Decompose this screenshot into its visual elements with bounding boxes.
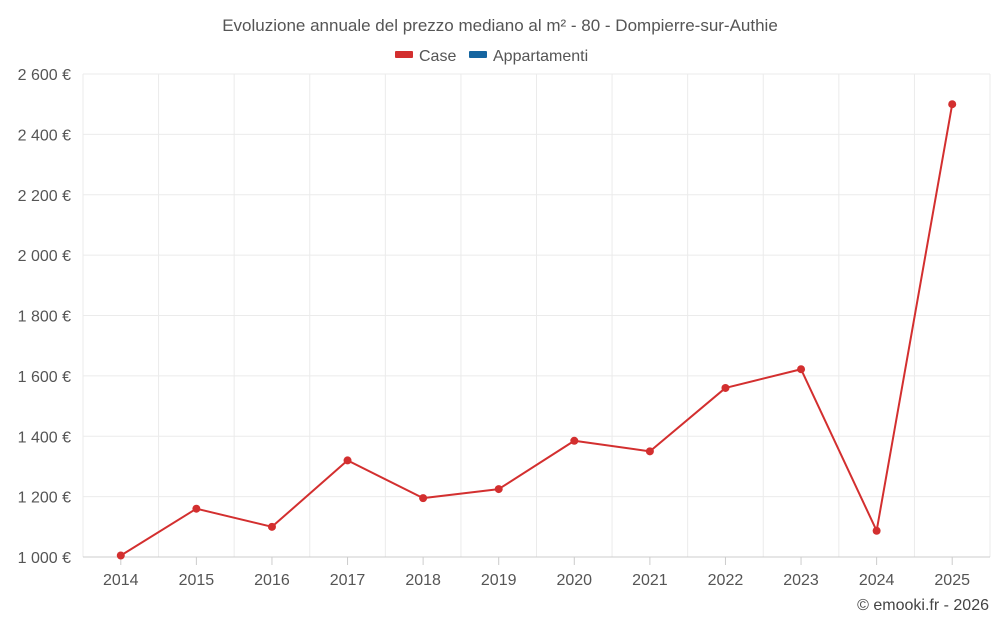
x-tick-label: 2019 xyxy=(481,572,517,589)
legend: Case Appartamenti xyxy=(395,48,588,65)
data-point[interactable] xyxy=(797,365,806,374)
x-tick-label: 2015 xyxy=(179,572,215,589)
x-tick-label: 2020 xyxy=(556,572,592,589)
data-point[interactable] xyxy=(116,551,125,560)
legend-swatch-case xyxy=(395,51,413,58)
data-point[interactable] xyxy=(192,504,201,513)
x-tick-label: 2022 xyxy=(708,572,744,589)
legend-label-case: Case xyxy=(419,48,456,65)
y-tick-label: 1 200 € xyxy=(18,490,71,507)
axes: 1 000 € 1 200 € 1 400 € 1 600 € 1 800 € 2 000… xyxy=(18,67,990,589)
credit-text[interactable]: © emooki.fr - 2026 xyxy=(857,597,989,614)
x-tick-label: 2025 xyxy=(934,572,970,589)
data-point[interactable] xyxy=(267,522,276,531)
y-tick-label: 2 400 € xyxy=(18,127,71,144)
x-tick-label: 2023 xyxy=(783,572,819,589)
data-point[interactable] xyxy=(494,485,503,494)
series-line-case xyxy=(120,104,954,557)
legend-item-appartamenti[interactable]: Appartamenti xyxy=(469,48,588,65)
data-point[interactable] xyxy=(570,436,579,445)
y-tick-label: 1 600 € xyxy=(18,369,71,386)
y-tick-label: 1 400 € xyxy=(18,429,71,446)
data-point[interactable] xyxy=(948,100,957,109)
data-point[interactable] xyxy=(645,447,654,456)
legend-item-case[interactable]: Case xyxy=(395,48,456,65)
data-point[interactable] xyxy=(419,494,428,503)
y-tick-label: 1 800 € xyxy=(18,309,71,326)
x-tick-label: 2017 xyxy=(330,572,366,589)
y-tick-label: 2 200 € xyxy=(18,188,71,205)
legend-swatch-appartamenti xyxy=(469,51,487,58)
x-tick-label: 2024 xyxy=(859,572,895,589)
data-point[interactable] xyxy=(721,383,730,392)
y-tick-label: 2 000 € xyxy=(18,248,71,265)
y-tick-label: 2 600 € xyxy=(18,67,71,84)
x-tick-label: 2021 xyxy=(632,572,668,589)
x-tick-label: 2016 xyxy=(254,572,290,589)
y-tick-label: 1 000 € xyxy=(18,550,71,567)
series-layer xyxy=(116,100,957,560)
chart-title: Evoluzione annuale del prezzo mediano al… xyxy=(222,16,778,35)
legend-label-appartamenti: Appartamenti xyxy=(493,48,588,65)
data-point[interactable] xyxy=(872,526,881,535)
x-tick-label: 2018 xyxy=(405,572,441,589)
data-point[interactable] xyxy=(343,456,352,465)
grid xyxy=(82,73,991,557)
x-tick-label: 2014 xyxy=(103,572,139,589)
